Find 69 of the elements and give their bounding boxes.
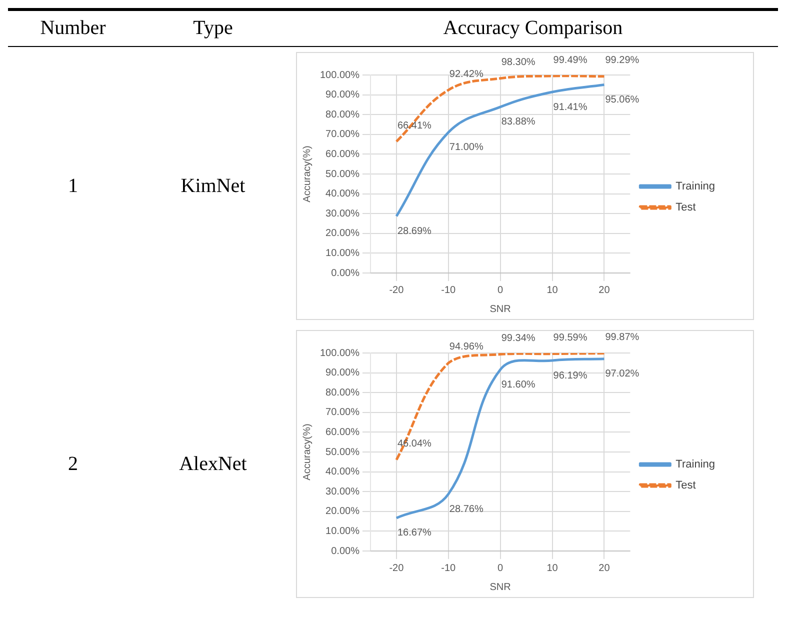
data-label: 98.30% bbox=[501, 57, 536, 68]
data-label: 91.60% bbox=[501, 379, 536, 390]
y-tick-label: 40.00% bbox=[326, 466, 360, 478]
x-tick-label: -10 bbox=[441, 284, 456, 296]
x-tick-label: 0 bbox=[498, 562, 504, 574]
data-label: 91.41% bbox=[553, 102, 588, 113]
data-label: 99.29% bbox=[605, 55, 640, 66]
y-tick-label: 50.00% bbox=[326, 168, 360, 180]
y-tick-label: 10.00% bbox=[326, 526, 360, 537]
y-tick-label: 30.00% bbox=[326, 486, 360, 498]
data-label: 96.19% bbox=[553, 370, 588, 382]
y-axis-title: Accuracy(%) bbox=[302, 146, 313, 202]
y-tick-label: 70.00% bbox=[326, 407, 360, 418]
y-tick-label: 60.00% bbox=[326, 148, 360, 160]
y-tick-label: 20.00% bbox=[326, 228, 360, 240]
y-tick-label: 100.00% bbox=[320, 348, 360, 359]
x-tick-label: 20 bbox=[598, 562, 610, 574]
data-label: 95.06% bbox=[605, 94, 640, 106]
y-tick-label: 60.00% bbox=[326, 426, 360, 438]
x-axis-title: SNR bbox=[490, 304, 511, 315]
y-tick-label: 90.00% bbox=[326, 368, 360, 379]
text: 1 bbox=[67, 174, 79, 198]
text: Number bbox=[39, 16, 107, 41]
y-tick-label: 20.00% bbox=[326, 506, 360, 518]
line-series bbox=[395, 353, 606, 462]
legend-label: Training bbox=[676, 180, 716, 193]
text: Accuracy Comparison bbox=[442, 16, 624, 41]
x-tick-label: 10 bbox=[546, 562, 558, 574]
data-label: 16.67% bbox=[397, 528, 432, 539]
x-axis-title: SNR bbox=[490, 582, 511, 593]
y-tick-label: 0.00% bbox=[331, 268, 360, 279]
y-tick-label: 10.00% bbox=[326, 248, 360, 259]
data-label: 83.88% bbox=[501, 116, 536, 128]
y-tick-label: 30.00% bbox=[326, 208, 360, 220]
text: Type bbox=[192, 16, 234, 41]
data-label: 99.87% bbox=[605, 332, 640, 344]
data-label: 28.76% bbox=[449, 504, 484, 515]
data-label: 97.02% bbox=[605, 368, 640, 380]
legend-label: Test bbox=[676, 480, 696, 492]
data-label: 92.42% bbox=[449, 68, 484, 80]
y-tick-label: 0.00% bbox=[331, 546, 360, 557]
y-tick-label: 40.00% bbox=[326, 188, 360, 200]
data-label: 28.69% bbox=[397, 226, 432, 237]
text: 2 bbox=[67, 452, 79, 476]
y-tick-label: 80.00% bbox=[326, 387, 360, 398]
x-tick-label: -20 bbox=[389, 284, 404, 296]
data-label: 99.59% bbox=[553, 332, 588, 344]
text: KimNet bbox=[180, 174, 246, 198]
x-tick-label: -10 bbox=[441, 562, 456, 574]
y-tick-label: 80.00% bbox=[326, 109, 360, 120]
x-tick-label: 10 bbox=[546, 284, 558, 296]
legend-label: Test bbox=[676, 202, 696, 214]
data-label: 71.00% bbox=[449, 142, 484, 154]
x-tick-label: 0 bbox=[498, 284, 504, 296]
y-tick-label: 50.00% bbox=[326, 446, 360, 458]
data-label: 99.49% bbox=[553, 54, 588, 66]
legend-label: Training bbox=[676, 458, 716, 471]
data-label: 94.96% bbox=[449, 342, 484, 353]
y-tick-label: 70.00% bbox=[326, 129, 360, 140]
line-series bbox=[395, 84, 606, 218]
x-tick-label: -20 bbox=[389, 562, 404, 574]
data-label: 99.34% bbox=[501, 333, 536, 344]
y-tick-label: 100.00% bbox=[320, 70, 360, 81]
y-tick-label: 90.00% bbox=[326, 90, 360, 101]
x-tick-label: 20 bbox=[598, 284, 610, 296]
data-label: 46.04% bbox=[397, 438, 432, 450]
y-axis-title: Accuracy(%) bbox=[302, 424, 313, 480]
text: AlexNet bbox=[178, 452, 248, 476]
line-series bbox=[395, 358, 606, 520]
